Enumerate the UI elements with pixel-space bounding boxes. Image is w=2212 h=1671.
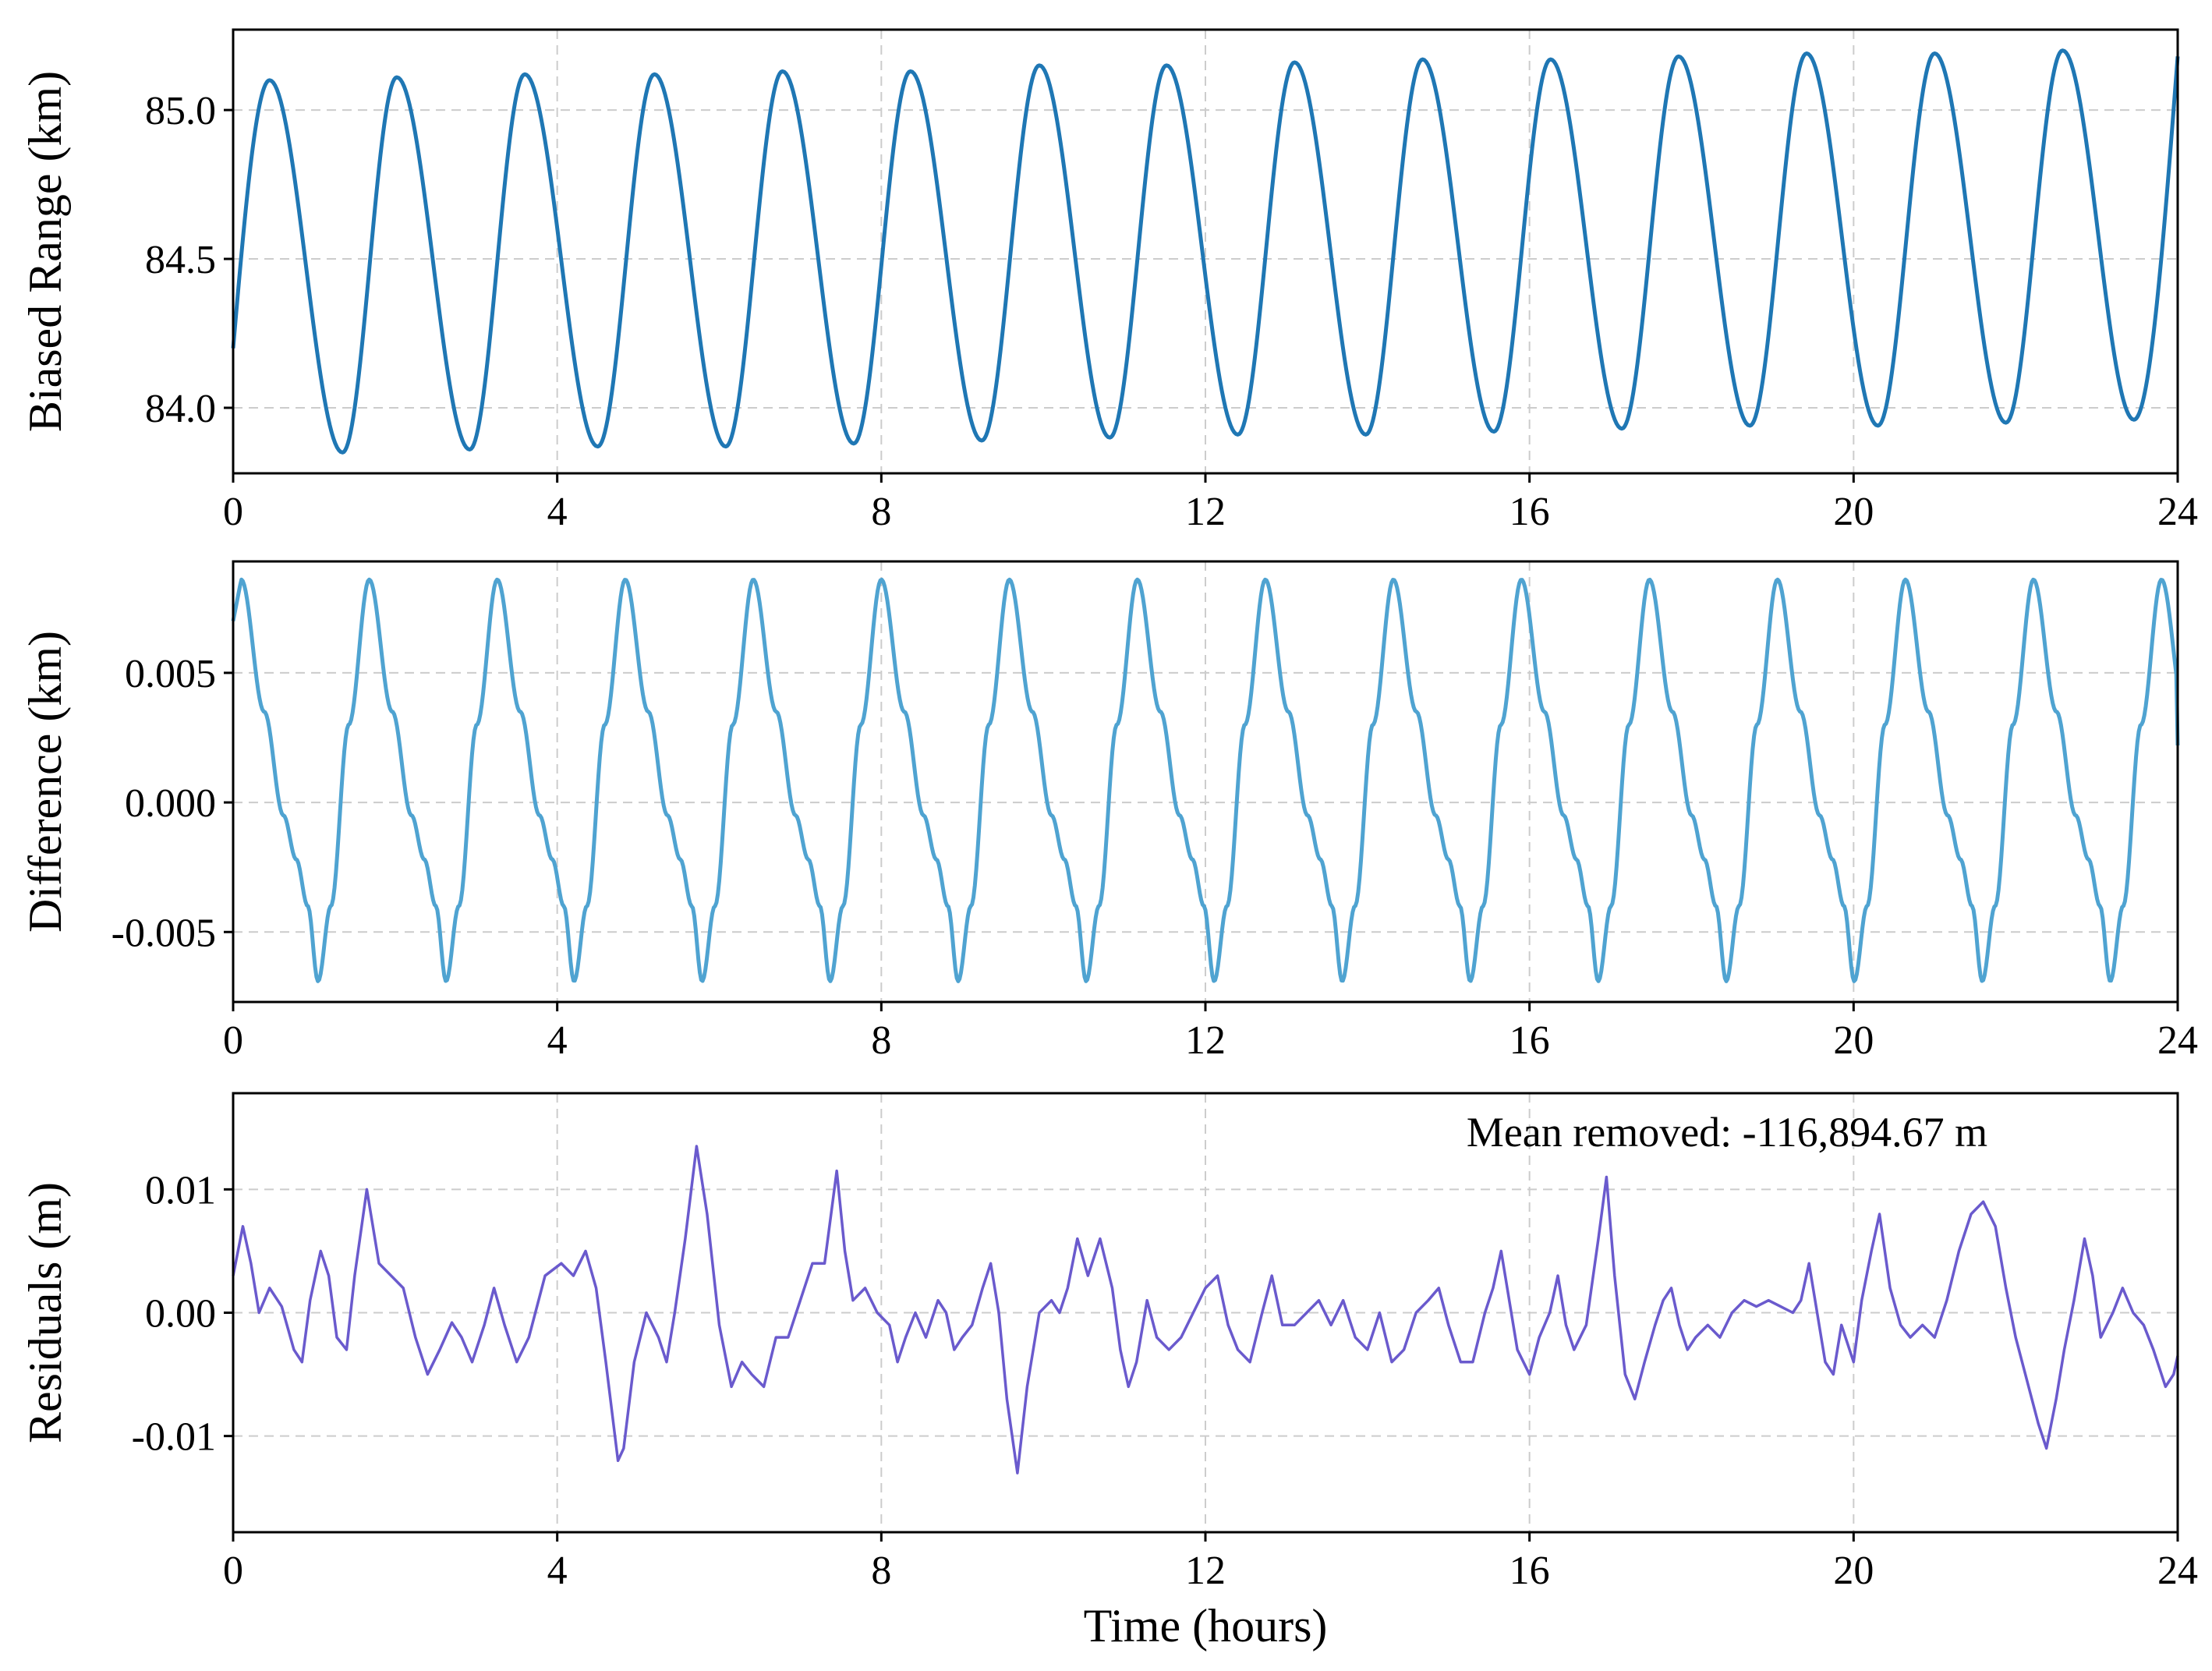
difference-panel: 0 4 8 12 16 20 24 -0.005 0.000 0.005 Difference (…: [19, 560, 2198, 1063]
biased-range-line: [231, 48, 2180, 455]
biased-range-xtick-label-20: 20: [1833, 490, 1874, 534]
difference-xtick-label-4: 4: [547, 1018, 568, 1063]
residuals-ytick-label--0.01: -0.01: [132, 1415, 216, 1460]
time-xlabel: Time (hours): [1084, 1600, 1328, 1652]
difference-xtick-label-0: 0: [223, 1018, 243, 1063]
biased-range-panel: 0 4 8 12 16 20 24 84.0 84.5 85.0 Biased Range (km…: [19, 28, 2198, 534]
residuals-ticks: 0 4 8 12 16 20 24 -0.01 0.00 0.01: [132, 1168, 2198, 1593]
biased-range-ylabel: Biased Range (km): [19, 71, 71, 432]
biased-range-ytick-label-84.5: 84.5: [145, 238, 216, 282]
difference-ytick-label-0.005: 0.005: [125, 652, 216, 696]
biased-range-xtick-label-4: 4: [547, 490, 568, 534]
residuals-xtick-label-8: 8: [871, 1549, 891, 1593]
residuals-xtick-label-12: 12: [1185, 1549, 1226, 1593]
residuals-ytick-label-0.01: 0.01: [145, 1168, 216, 1213]
biased-range-ytick-label-85.0: 85.0: [145, 89, 216, 133]
biased-range-xtick-label-16: 16: [1509, 490, 1550, 534]
biased-range-xtick-label-8: 8: [871, 490, 891, 534]
difference-ytick-label--0.005: -0.005: [111, 911, 216, 955]
biased-range-xtick-label-12: 12: [1185, 490, 1226, 534]
difference-grid: [233, 561, 2178, 1002]
biased-range-xtick-label-24: 24: [2157, 490, 2198, 534]
mean-removed-annotation: Mean removed: -116,894.67 m: [1467, 1109, 1987, 1156]
residuals-panel: 0 4 8 12 16 20 24 -0.01 0.00 0.01 Residuals (m) M…: [19, 1092, 2198, 1593]
difference-line: [231, 577, 2180, 983]
difference-xtick-label-24: 24: [2157, 1018, 2198, 1063]
residuals-xtick-label-20: 20: [1833, 1549, 1874, 1593]
biased-range-xtick-label-0: 0: [223, 490, 243, 534]
difference-ylabel: Difference (km): [19, 631, 71, 933]
difference-xtick-label-16: 16: [1509, 1018, 1550, 1063]
residuals-xtick-label-4: 4: [547, 1549, 568, 1593]
residuals-grid: [233, 1093, 2178, 1532]
residuals-line: [232, 1145, 2179, 1475]
residuals-xtick-label-24: 24: [2157, 1549, 2198, 1593]
biased-range-ytick-label-84.0: 84.0: [145, 387, 216, 431]
residuals-xtick-label-16: 16: [1509, 1549, 1550, 1593]
residuals-xtick-label-0: 0: [223, 1549, 243, 1593]
difference-xtick-label-8: 8: [871, 1018, 891, 1063]
residuals-ylabel: Residuals (m): [19, 1182, 71, 1443]
difference-xtick-label-12: 12: [1185, 1018, 1226, 1063]
difference-ticks: 0 4 8 12 16 20 24 -0.005 0.000 0.005: [111, 652, 2198, 1063]
residuals-ytick-label-0.00: 0.00: [145, 1292, 216, 1336]
difference-xtick-label-20: 20: [1833, 1018, 1874, 1063]
biased-range-ticks: 0 4 8 12 16 20 24 84.0 84.5 85.0: [145, 89, 2198, 534]
difference-ytick-label-0.000: 0.000: [125, 781, 216, 826]
